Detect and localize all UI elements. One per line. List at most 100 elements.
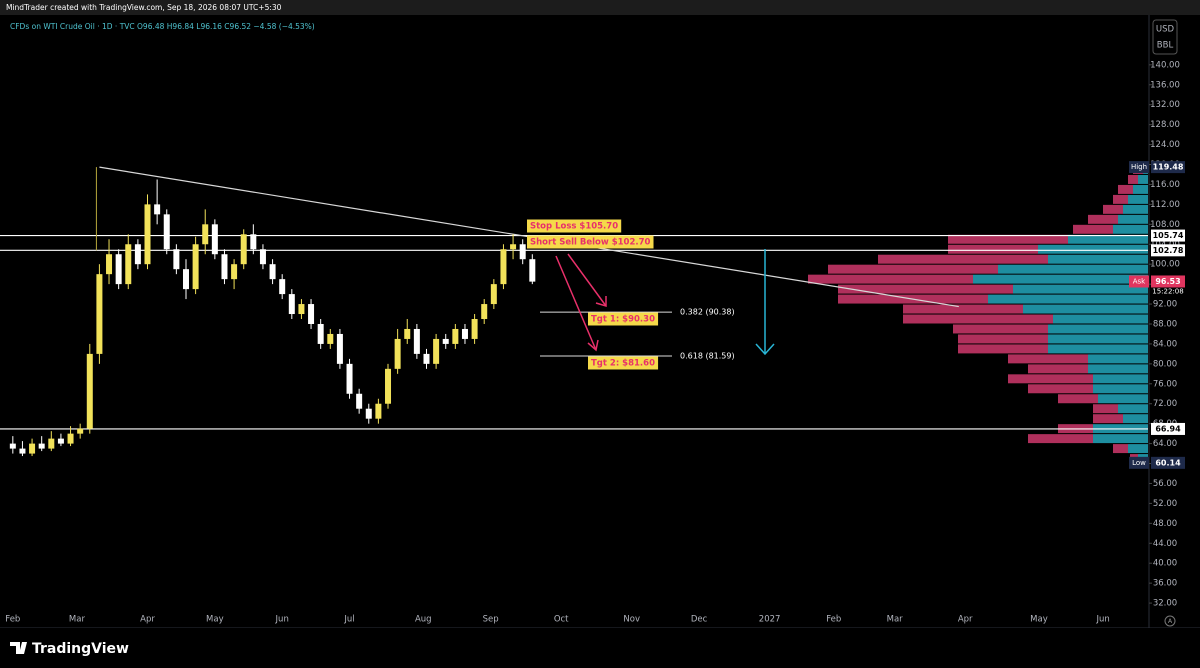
y-tick-label: 36.00 [1153,579,1177,589]
candle-body [48,438,55,449]
countdown: 15:22:08 [1152,287,1183,295]
profile-down [1008,374,1093,384]
candle-body [240,234,247,265]
profile-down [1113,194,1128,204]
y-tick-label: 40.00 [1153,559,1177,569]
y-tick-label: 76.00 [1153,379,1177,389]
x-tick-label: Jun [275,615,289,625]
x-tick-label: Sep [483,615,499,625]
candle-body [19,448,26,454]
y-tick-label: 48.00 [1153,519,1177,529]
candle-body [490,284,497,305]
candle-body [192,244,199,290]
price-tag [1151,422,1185,435]
candle-body [115,254,122,285]
annotation-box [588,356,659,370]
y-tick-label: 64.00 [1153,439,1177,449]
candle-body [250,234,257,250]
y-tick-label: 80.00 [1153,359,1177,369]
candle-body [173,249,180,270]
candle-body [86,353,93,429]
candle-body [77,428,84,434]
candle-body [96,274,103,354]
profile-up [1093,384,1148,394]
profile-up [1118,214,1148,224]
currency-box[interactable] [1152,19,1178,55]
y-tick-label: 84.00 [1153,339,1177,349]
profile-up [1023,304,1148,314]
profile-up [1088,364,1148,374]
price-tag-label: 60.14 [1155,458,1181,467]
profile-up [1048,344,1148,354]
candle-body [154,204,161,215]
y-tick-label: 116.00 [1150,180,1180,190]
x-tick-label: Dec [691,615,708,625]
profile-down [838,284,1013,294]
candle-body [269,264,276,280]
profile-up [1093,434,1148,444]
chart-marks: 32.0036.0040.0044.0048.0052.0056.0060.00… [0,60,1185,631]
candle-body [413,328,420,354]
y-tick-label: 100.00 [1150,260,1180,270]
candle-body [461,328,468,339]
price-tag-label: 102.78 [1153,246,1184,255]
x-tick-label: Apr [958,615,973,625]
candle-body [163,214,170,250]
candle-body [471,319,478,339]
tag-label-box [1129,456,1149,469]
candle-body [298,304,305,315]
price-tag [1151,229,1185,242]
y-tick-label: 88.00 [1153,319,1177,329]
candle-body [67,433,74,444]
candle-body [500,249,507,285]
tag-label: High [1131,163,1147,171]
candle-body [106,254,113,275]
y-tick-label: 140.00 [1150,60,1180,70]
candle-body [144,204,151,265]
profile-down [1113,444,1128,454]
candle-body [356,393,363,409]
annotation-box [527,235,654,249]
profile-down [903,304,1023,314]
profile-down [1103,204,1123,214]
tag-label-box [1129,275,1149,288]
candle-body [433,338,440,364]
x-tick-label: May [1030,615,1048,625]
candle-body [29,443,36,454]
profile-up [1113,224,1148,234]
profile-up [973,274,1148,284]
candle-body [202,224,209,245]
x-tick-label: Apr [140,615,155,625]
candle-body [308,304,315,324]
profile-up [1048,334,1148,344]
symbol-info: CFDs on WTI Crude Oil · 1D · TVC O96.48 … [10,22,315,31]
brand: TradingView [32,641,129,657]
candle-body [336,333,343,364]
y-tick-label: 72.00 [1153,399,1177,409]
x-tick-label: Aug [415,615,432,625]
candle-body [519,244,526,260]
candle-body [327,333,334,344]
auto-scale-button[interactable] [1164,615,1176,627]
profile-down [1093,414,1123,424]
profile-up [1048,254,1148,264]
price-tag-label: 66.94 [1155,424,1181,433]
annotation: Short Sell Below $102.70 [530,238,651,248]
profile-down [903,314,1053,324]
fib-label: 0.618 (81.59) [680,351,735,360]
candle-body [481,304,488,320]
y-tick-label: 132.00 [1150,100,1180,110]
profile-down [958,344,1048,354]
profile-down [948,244,1038,254]
tag-label-box [1129,161,1149,174]
x-tick-label: 2027 [759,615,781,625]
profile-down [1128,174,1138,184]
price-tag-label: 105.74 [1153,231,1184,240]
profile-down [1028,364,1088,374]
candle-body [375,403,382,419]
candle-body [317,323,324,344]
price-tag-label: 96.53 [1155,277,1180,286]
header-bar [0,0,1200,15]
